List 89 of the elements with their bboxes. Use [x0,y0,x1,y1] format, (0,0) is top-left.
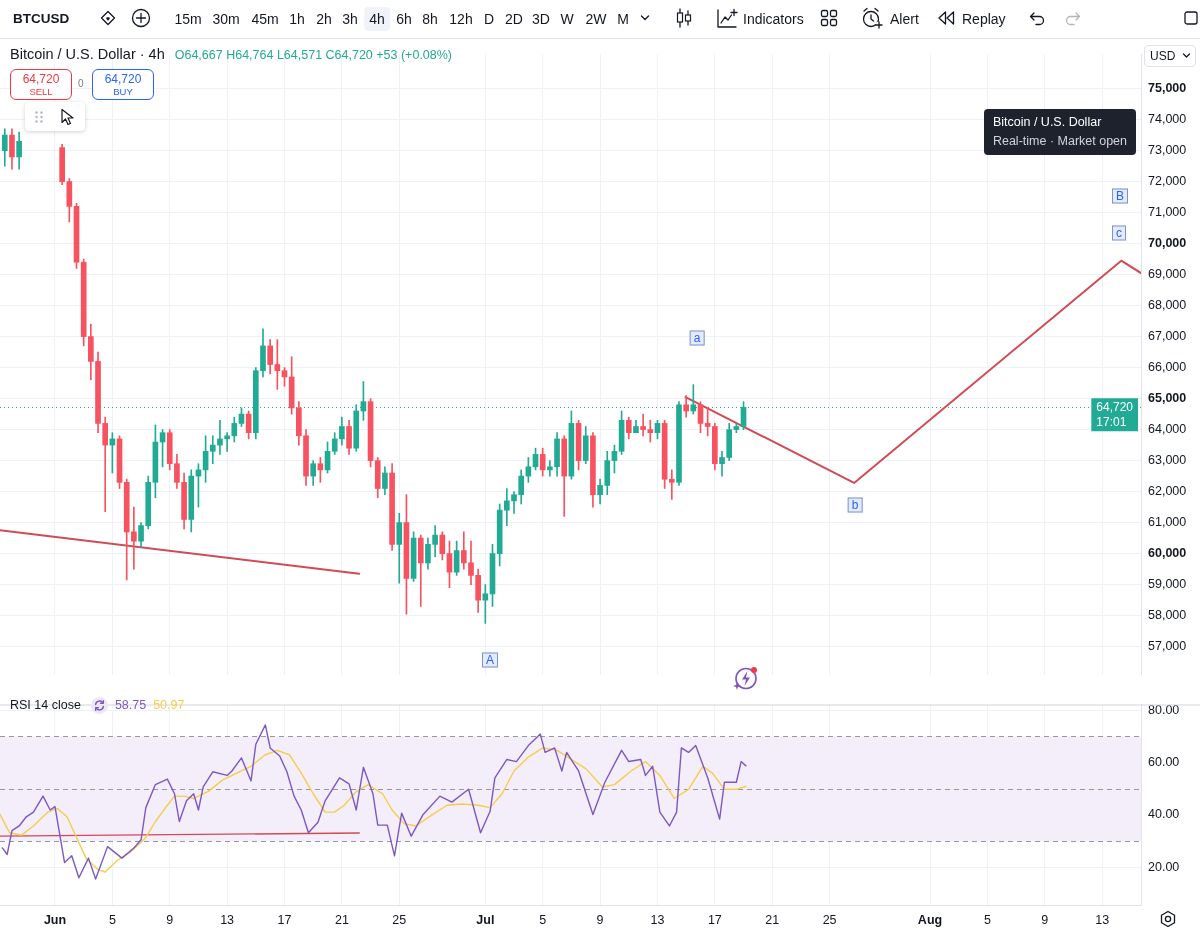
text: Replay [962,10,1006,29]
y-tick-label: 68,000 [1148,298,1187,313]
annotation: c [1112,225,1126,241]
y-tick-label: 59,000 [1148,577,1187,592]
annotation: B [1111,188,1129,204]
annotation: 0 [78,78,84,89]
text: 15m [173,10,203,29]
y-tick-label: 61,000 [1148,515,1187,530]
x-tick-label: 21 [765,912,780,927]
x-tick-label: Jul [476,912,495,927]
buy-button: 64,720 BUY [92,69,154,100]
y-tick-label: 80.00 [1148,702,1180,717]
x-tick-label: 5 [983,912,991,927]
annotation: Bitcoin / U.S. Dollar [992,114,1103,131]
x-tick-label: Jun [43,912,67,927]
y-tick-label: 62,000 [1148,484,1187,499]
y-tick-label: 60,000 [1148,546,1187,561]
text: W [559,10,575,29]
text: BTCUSD [13,10,70,28]
x-tick-label: 25 [392,912,407,927]
x-tick-label: 13 [220,912,235,927]
annotation: 50.97 [153,697,185,714]
y-tick-label: 73,000 [1148,143,1187,158]
y-tick-label: 65,000 [1148,391,1187,406]
y-tick-label: 57,000 [1148,639,1187,654]
annotation: A [481,652,499,668]
annotation: BUY [113,86,133,97]
text: 2D [504,10,524,29]
x-tick-label: 9 [1041,912,1049,927]
candlestick [131,506,137,570]
text: Alert [890,10,919,29]
y-tick-label: 63,000 [1148,453,1187,468]
annotation: Real-time · Market open [992,133,1127,150]
text: Indicators [743,10,804,29]
x-tick-label: 25 [822,912,837,927]
annotation: 58.75 [114,697,147,714]
text: USD [1150,49,1176,63]
candlestick [482,584,489,624]
candlestick [217,419,223,455]
x-tick-label: 5 [539,912,547,927]
candlestick [209,435,216,465]
x-tick-label: Aug [917,912,943,927]
x-tick-label: 17 [707,912,722,927]
sell-button: 64,720 SELL [10,69,72,100]
text: 30m [211,10,241,29]
x-tick-label: 9 [596,912,604,927]
y-tick-label: 58,000 [1148,608,1187,623]
y-tick-label: 69,000 [1148,267,1187,282]
chart-title: Bitcoin / U.S. Dollar · 4h [10,46,165,62]
ref-line-label: 64,720 [1096,399,1134,414]
annotation: 64,720 [104,72,142,86]
text: 6h [395,10,413,29]
x-tick-label: 5 [108,912,116,927]
candlestick [668,469,675,500]
y-tick-label: 70,000 [1148,236,1187,251]
y-tick-label: 64,000 [1148,422,1187,437]
y-tick-label: 67,000 [1148,329,1187,344]
chart-title: RSI 14 close [10,697,81,714]
text: 4h [364,7,390,31]
y-tick-label: 71,000 [1148,205,1187,220]
x-tick-label: 17 [277,912,292,927]
x-tick-label: 9 [166,912,174,927]
tooltip: Bitcoin / U.S. Dollar Real-time · Market open [983,109,1136,155]
text: D [482,10,496,29]
text: 8h [421,10,439,29]
chart-subtitle: O64,667 H64,764 L64,571 C64,720 +53 (+0.08%) [174,48,453,62]
y-tick-label: 40.00 [1148,807,1180,822]
text: 3h [341,10,359,29]
y-tick-label: 74,000 [1148,112,1187,127]
text: 2h [315,10,333,29]
y-tick-label: 60.00 [1148,755,1180,770]
annotation: 17:01 [1096,414,1127,429]
y-tick-label: 66,000 [1148,360,1187,375]
text: 1h [288,10,306,29]
x-tick-label: 21 [334,912,349,927]
annotation: 64,720 [22,72,60,86]
y-tick-label: 20.00 [1148,859,1180,874]
y-tick-label: 75,000 [1148,81,1187,96]
x-tick-label: 13 [1095,912,1110,927]
x-tick-label: 13 [650,912,665,927]
text: 45m [250,10,280,29]
text: 12h [448,10,474,29]
y-tick-label: 72,000 [1148,174,1187,189]
annotation: b [847,497,863,513]
annotation: a [689,330,705,346]
annotation: SELL [29,86,53,97]
text: 2W [584,10,608,29]
text: M [616,10,630,29]
text: 3D [531,10,551,29]
